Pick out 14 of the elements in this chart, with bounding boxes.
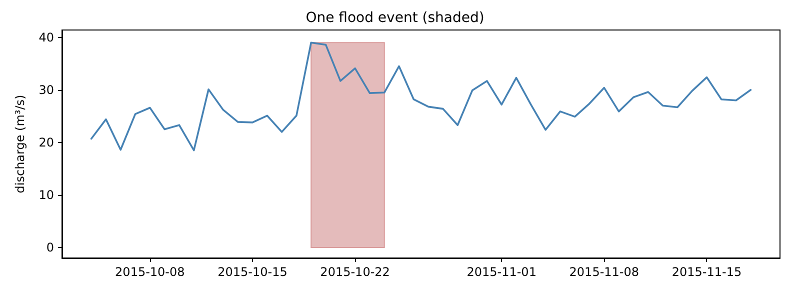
x-tick-label: 2015-11-15 (672, 265, 742, 279)
y-tick-label: 0 (46, 240, 54, 254)
y-tick-label: 20 (38, 135, 54, 150)
x-tick-label: 2015-10-08 (115, 265, 185, 279)
line-series (90, 42, 752, 152)
y-tick-label: 40 (38, 30, 54, 44)
y-tick-label: 30 (38, 82, 54, 97)
y-axis-title: discharge (m³/s) (13, 94, 27, 194)
y-tick-label: 10 (38, 188, 54, 202)
x-tick-label: 2015-11-01 (466, 265, 536, 279)
x-tick-label: 2015-11-08 (569, 265, 640, 279)
chart-title: One flood event (shaded) (306, 10, 484, 26)
x-tick-label: 2015-10-22 (320, 265, 390, 279)
x-tick-label: 2015-10-15 (218, 265, 288, 279)
